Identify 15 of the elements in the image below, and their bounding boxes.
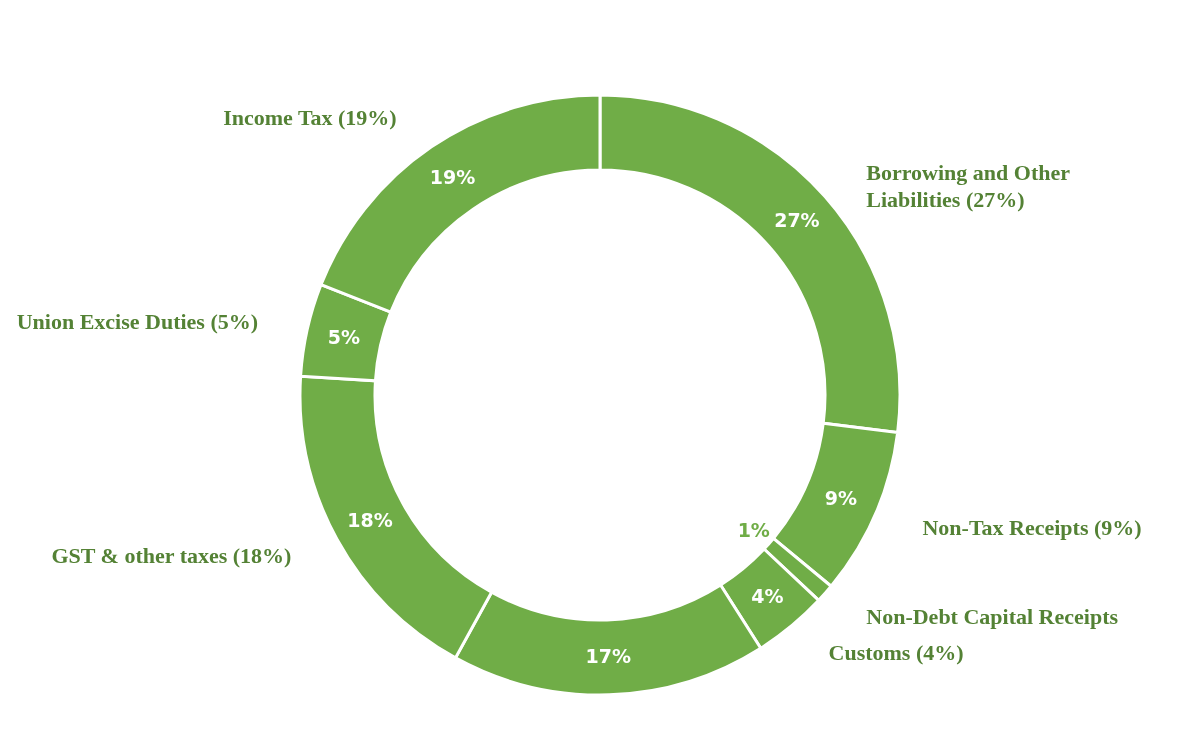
data-label: 1% — [737, 518, 770, 541]
slice-label: Non-Tax Receipts (9%) — [922, 515, 1142, 541]
slice-label: Income Tax (19%) — [223, 104, 397, 130]
data-label: 17% — [585, 645, 631, 668]
data-label: 19% — [429, 165, 476, 188]
slice-label: Customs (4%) — [828, 640, 964, 666]
data-label: 27% — [774, 209, 820, 232]
data-label: 9% — [824, 487, 858, 510]
slice-label: Borrowing and Other Liabilities (27%) — [866, 160, 1071, 213]
slice-label: Union Excise Duties (5%) — [16, 308, 259, 334]
slice-label: GST & other taxes (18%) — [51, 543, 292, 569]
slice-label: Non-Debt Capital Receipts — [866, 603, 1119, 629]
data-label: 4% — [751, 585, 784, 608]
data-label: 18% — [347, 509, 393, 532]
data-label: 5% — [327, 325, 360, 348]
